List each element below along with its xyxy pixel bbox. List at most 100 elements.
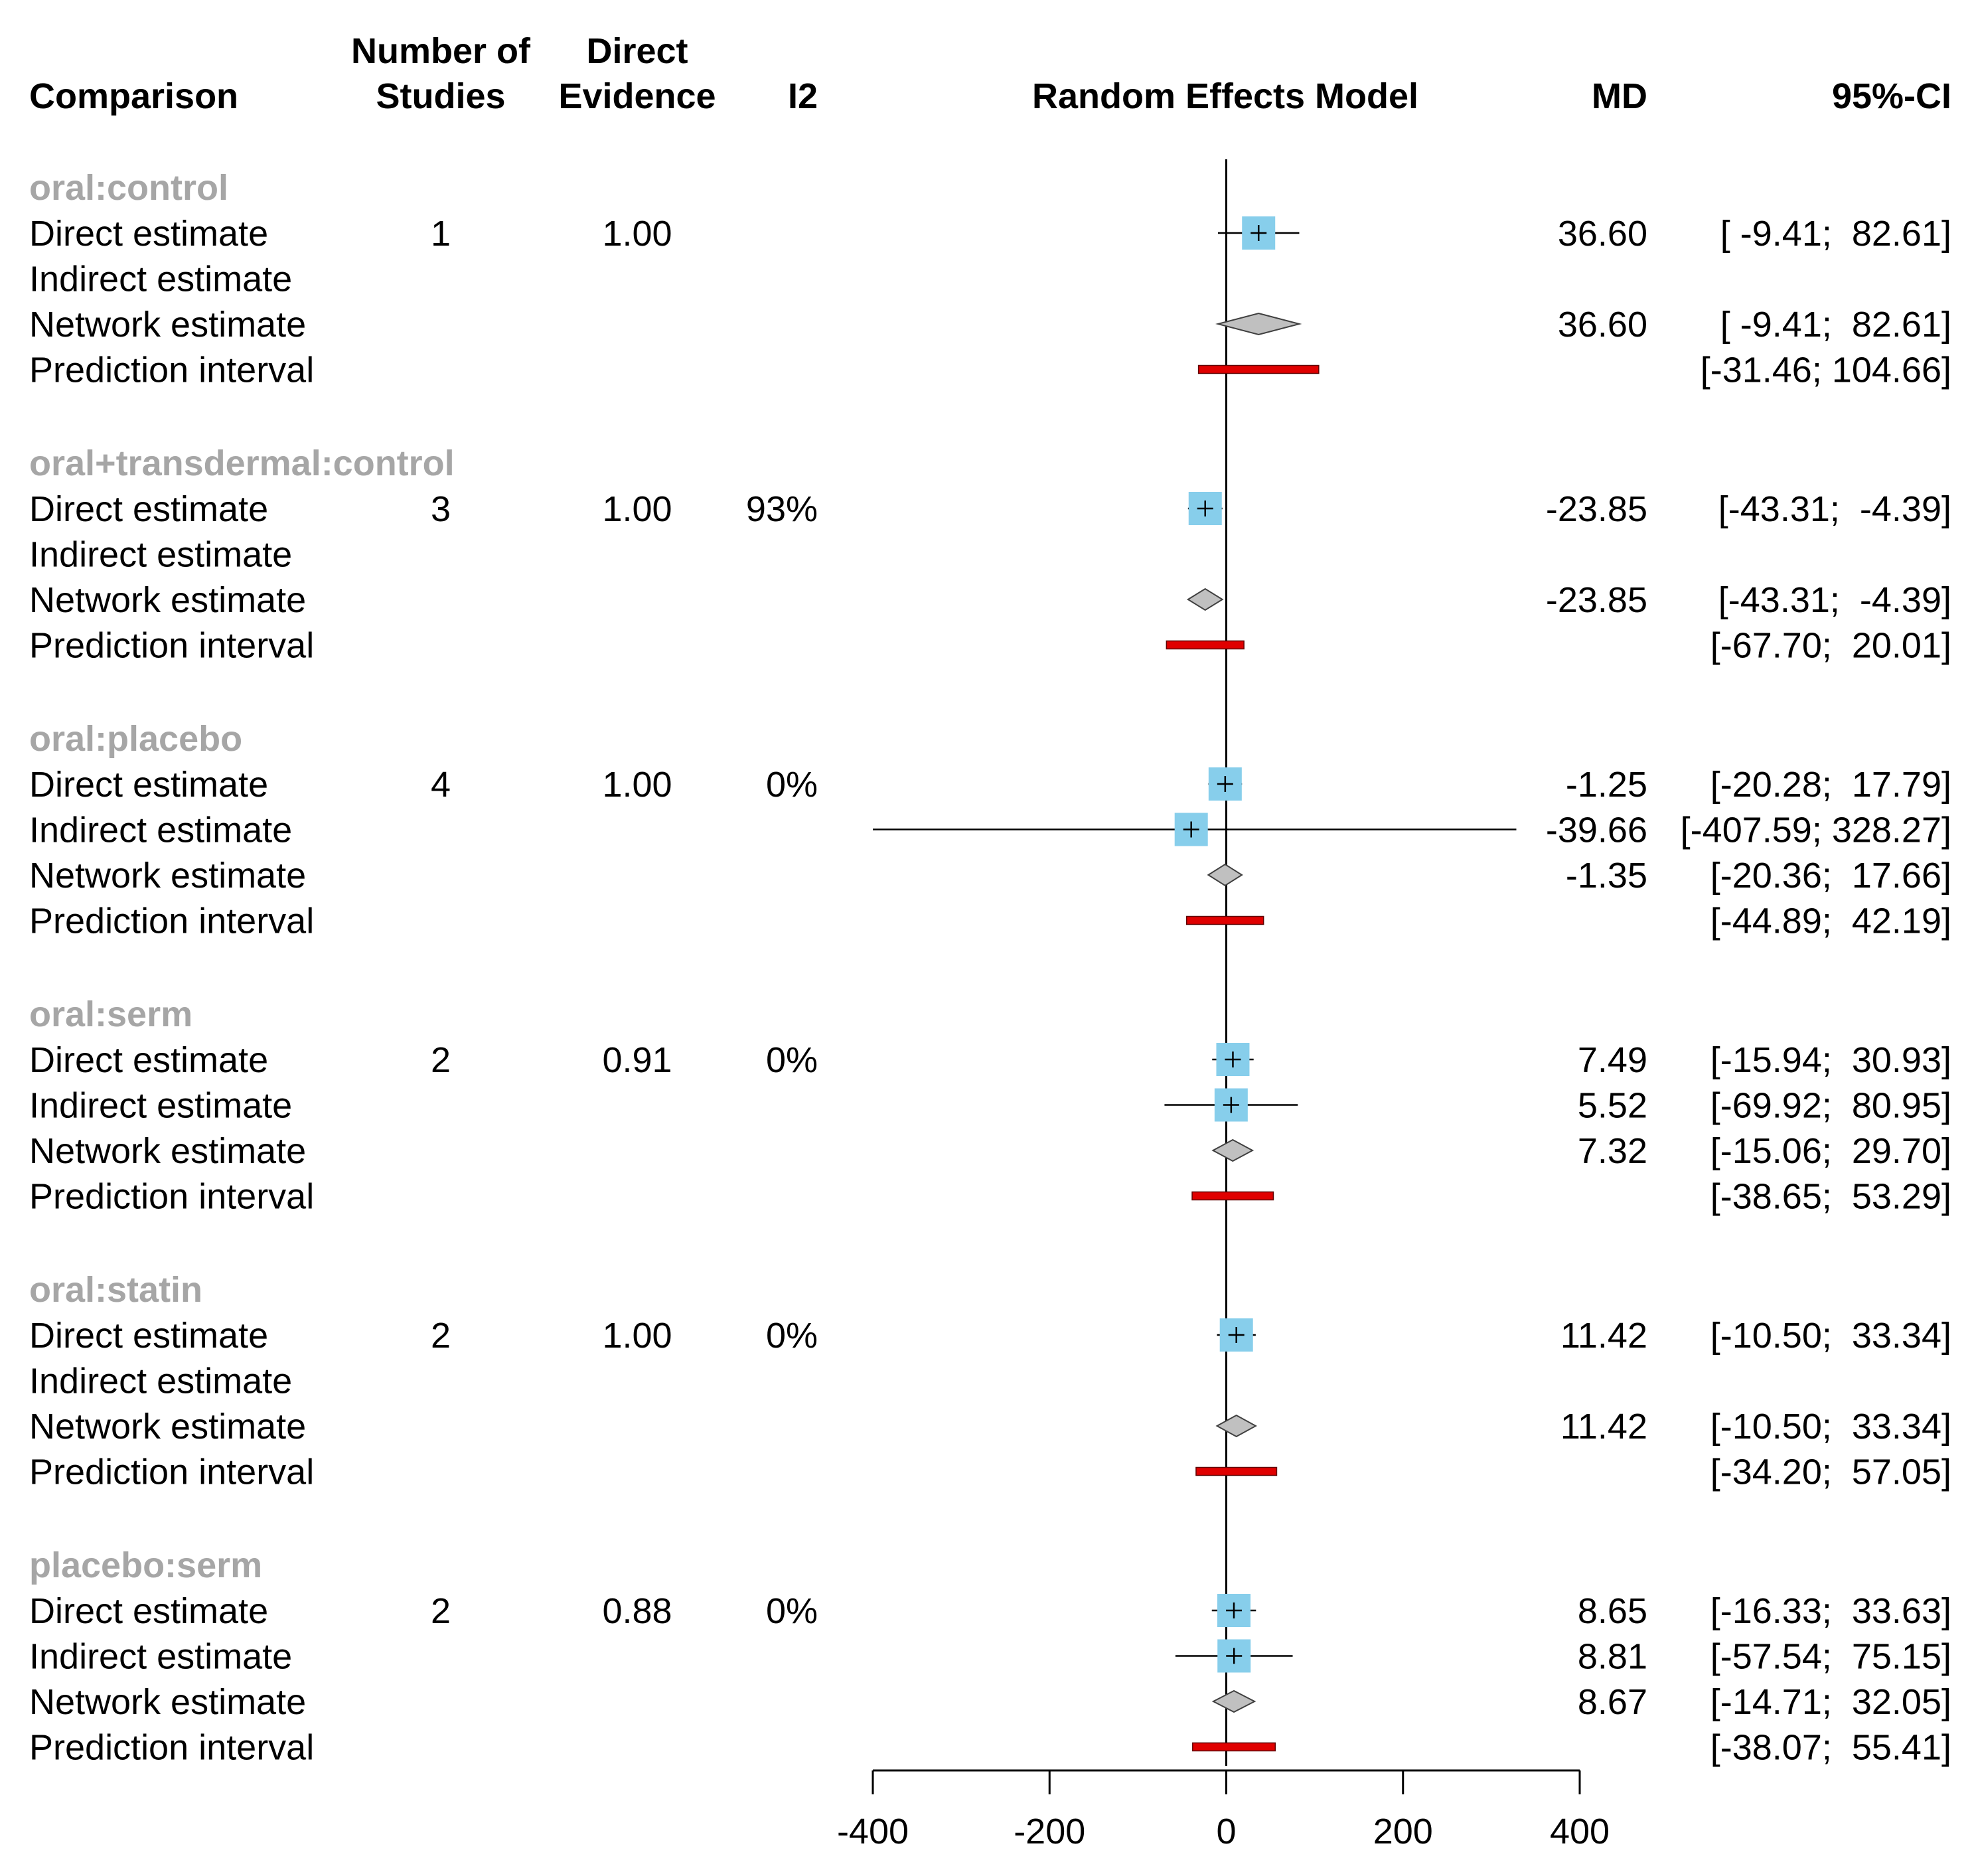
table-row-network: Network estimate 8.67 [-14.71; 32.05] [29, 1682, 1951, 1722]
group-label: oral:statin [29, 1270, 202, 1310]
table-row-network: Network estimate -1.35 [-20.36; 17.66] [29, 856, 1951, 896]
ci-value: [-38.07; 55.41] [1710, 1728, 1951, 1768]
row-label: Network estimate [29, 1682, 306, 1722]
row-label: Prediction interval [29, 1452, 314, 1492]
group-oral-serm: oral:serm Direct estimate 2 0.91 0% 7.49 [-15.… [29, 994, 1951, 1217]
row-label: Direct estimate [29, 489, 268, 529]
ci-value: [-20.28; 17.79] [1710, 765, 1951, 805]
table-row-prediction: Prediction interval [-31.46; 104.66] [29, 351, 1951, 390]
plot-layer [873, 159, 1517, 1766]
md-value: 8.67 [1578, 1682, 1647, 1722]
md-value: 36.60 [1558, 214, 1647, 254]
network-estimate-diamond [1215, 1414, 1257, 1438]
network-estimate-diamond [1215, 312, 1302, 336]
ci-value: [-16.33; 33.63] [1710, 1591, 1951, 1631]
header-ci: 95%-CI [1832, 76, 1951, 116]
ci-value: [-57.54; 75.15] [1710, 1637, 1951, 1677]
ci-value: [-67.70; 20.01] [1710, 626, 1951, 666]
prediction-interval-bar [1185, 915, 1264, 925]
ci-value: [-43.31; -4.39] [1718, 489, 1951, 529]
md-value: 7.49 [1578, 1040, 1647, 1080]
header-comparison: Comparison [29, 76, 238, 116]
header-direct-line2: Evidence [558, 76, 716, 116]
row-label: Prediction interval [29, 901, 314, 941]
x-axis: -400 -200 0 200 400 [837, 1769, 1610, 1851]
header-i2: I2 [788, 76, 818, 116]
prediction-interval-bar [1195, 1466, 1278, 1476]
x-tick-label: -400 [837, 1812, 909, 1851]
i2-value: 0% [766, 1591, 818, 1631]
table-row-direct: Direct estimate 3 1.00 93% -23.85 [-43.31; -4… [29, 489, 1951, 529]
ci-value: [-31.46; 104.66] [1701, 351, 1951, 390]
prediction-interval-bar [1191, 1191, 1274, 1201]
header-direct-line1: Direct [586, 31, 688, 71]
ci-value: [-10.50; 33.34] [1710, 1316, 1951, 1356]
row-label: Direct estimate [29, 765, 268, 805]
network-estimate-diamond [1211, 1138, 1254, 1162]
i2-value: 93% [746, 489, 818, 529]
studies-value: 2 [431, 1040, 451, 1080]
ci-value: [-10.50; 33.34] [1710, 1407, 1951, 1446]
row-label: Prediction interval [29, 351, 314, 390]
group-oral-transdermal-control: oral+transdermal:control Direct estimate 3… [29, 443, 1951, 666]
table-row-indirect: Indirect estimate 8.81 [-57.54; 75.15] [29, 1637, 1951, 1677]
direct-evidence-value: 1.00 [602, 489, 672, 529]
x-tick-label: 0 [1216, 1812, 1236, 1851]
row-label: Direct estimate [29, 214, 268, 254]
group-oral-placebo: oral:placebo Direct estimate 4 1.00 0% -1.25 [… [29, 719, 1951, 941]
md-value: 8.65 [1578, 1591, 1647, 1631]
table-row-prediction: Prediction interval [-34.20; 57.05] [29, 1452, 1951, 1492]
md-value: 8.81 [1578, 1637, 1647, 1677]
prediction-interval-bar [1197, 364, 1320, 374]
ci-value: [-15.94; 30.93] [1710, 1040, 1951, 1080]
ci-value: [-38.65; 53.29] [1710, 1177, 1951, 1217]
md-value: 11.42 [1560, 1407, 1647, 1446]
md-value: 5.52 [1578, 1086, 1647, 1126]
md-value: -1.35 [1566, 856, 1647, 896]
row-label: Indirect estimate [29, 1637, 292, 1677]
direct-evidence-value: 0.88 [602, 1591, 672, 1631]
header-studies-line1: Number of [351, 31, 531, 71]
ci-value: [-407.59; 328.27] [1681, 811, 1951, 850]
i2-value: 0% [766, 1316, 818, 1356]
table-row-indirect: Indirect estimate [29, 535, 292, 575]
studies-value: 2 [431, 1316, 451, 1356]
ci-value: [-14.71; 32.05] [1710, 1682, 1951, 1722]
direct-evidence-value: 1.00 [602, 1316, 672, 1356]
table-row-prediction: Prediction interval [-44.89; 42.19] [29, 901, 1951, 941]
table-row-direct: Direct estimate 2 0.91 0% 7.49 [-15.94; 30.93… [29, 1040, 1951, 1080]
network-estimate-diamond [1207, 863, 1243, 887]
ci-value: [-34.20; 57.05] [1710, 1452, 1951, 1492]
x-tick-label: -200 [1014, 1812, 1085, 1851]
header-model: Random Effects Model [1032, 76, 1418, 116]
header-md: MD [1592, 76, 1647, 116]
table-row-indirect: Indirect estimate -39.66 [-407.59; 328.27] [29, 811, 1951, 850]
row-label: Indirect estimate [29, 1086, 292, 1126]
row-label: Network estimate [29, 305, 306, 345]
network-estimate-diamond [1211, 1689, 1256, 1713]
row-label: Network estimate [29, 856, 306, 896]
group-label: oral:placebo [29, 719, 242, 759]
row-label: Indirect estimate [29, 535, 292, 575]
table-row-direct: Direct estimate 4 1.00 0% -1.25 [-20.28; 17.7… [29, 765, 1951, 805]
md-value: 11.42 [1560, 1316, 1647, 1356]
table-row-direct: Direct estimate 2 0.88 0% 8.65 [-16.33; 33.63… [29, 1591, 1951, 1631]
direct-evidence-value: 1.00 [602, 765, 672, 805]
ci-value: [-15.06; 29.70] [1710, 1131, 1951, 1171]
ci-value: [-20.36; 17.66] [1710, 856, 1951, 896]
row-label: Prediction interval [29, 1728, 314, 1768]
group-label: placebo:serm [29, 1545, 262, 1585]
row-label: Indirect estimate [29, 811, 292, 850]
row-label: Network estimate [29, 1131, 306, 1171]
table-row-direct: Direct estimate 2 1.00 0% 11.42 [-10.50; 33.3… [29, 1316, 1951, 1356]
i2-value: 0% [766, 1040, 818, 1080]
table-row-indirect: Indirect estimate 5.52 [-69.92; 80.95] [29, 1086, 1951, 1126]
md-value: -1.25 [1566, 765, 1647, 805]
group-oral-control: oral:control Direct estimate 1 1.00 36.60 [ -… [29, 168, 1951, 390]
row-label: Indirect estimate [29, 1362, 292, 1401]
group-label: oral+transdermal:control [29, 443, 455, 483]
network-estimate-diamond [1186, 587, 1224, 611]
row-label: Direct estimate [29, 1316, 268, 1356]
header-studies-line2: Studies [376, 76, 505, 116]
md-value: 36.60 [1558, 305, 1647, 345]
